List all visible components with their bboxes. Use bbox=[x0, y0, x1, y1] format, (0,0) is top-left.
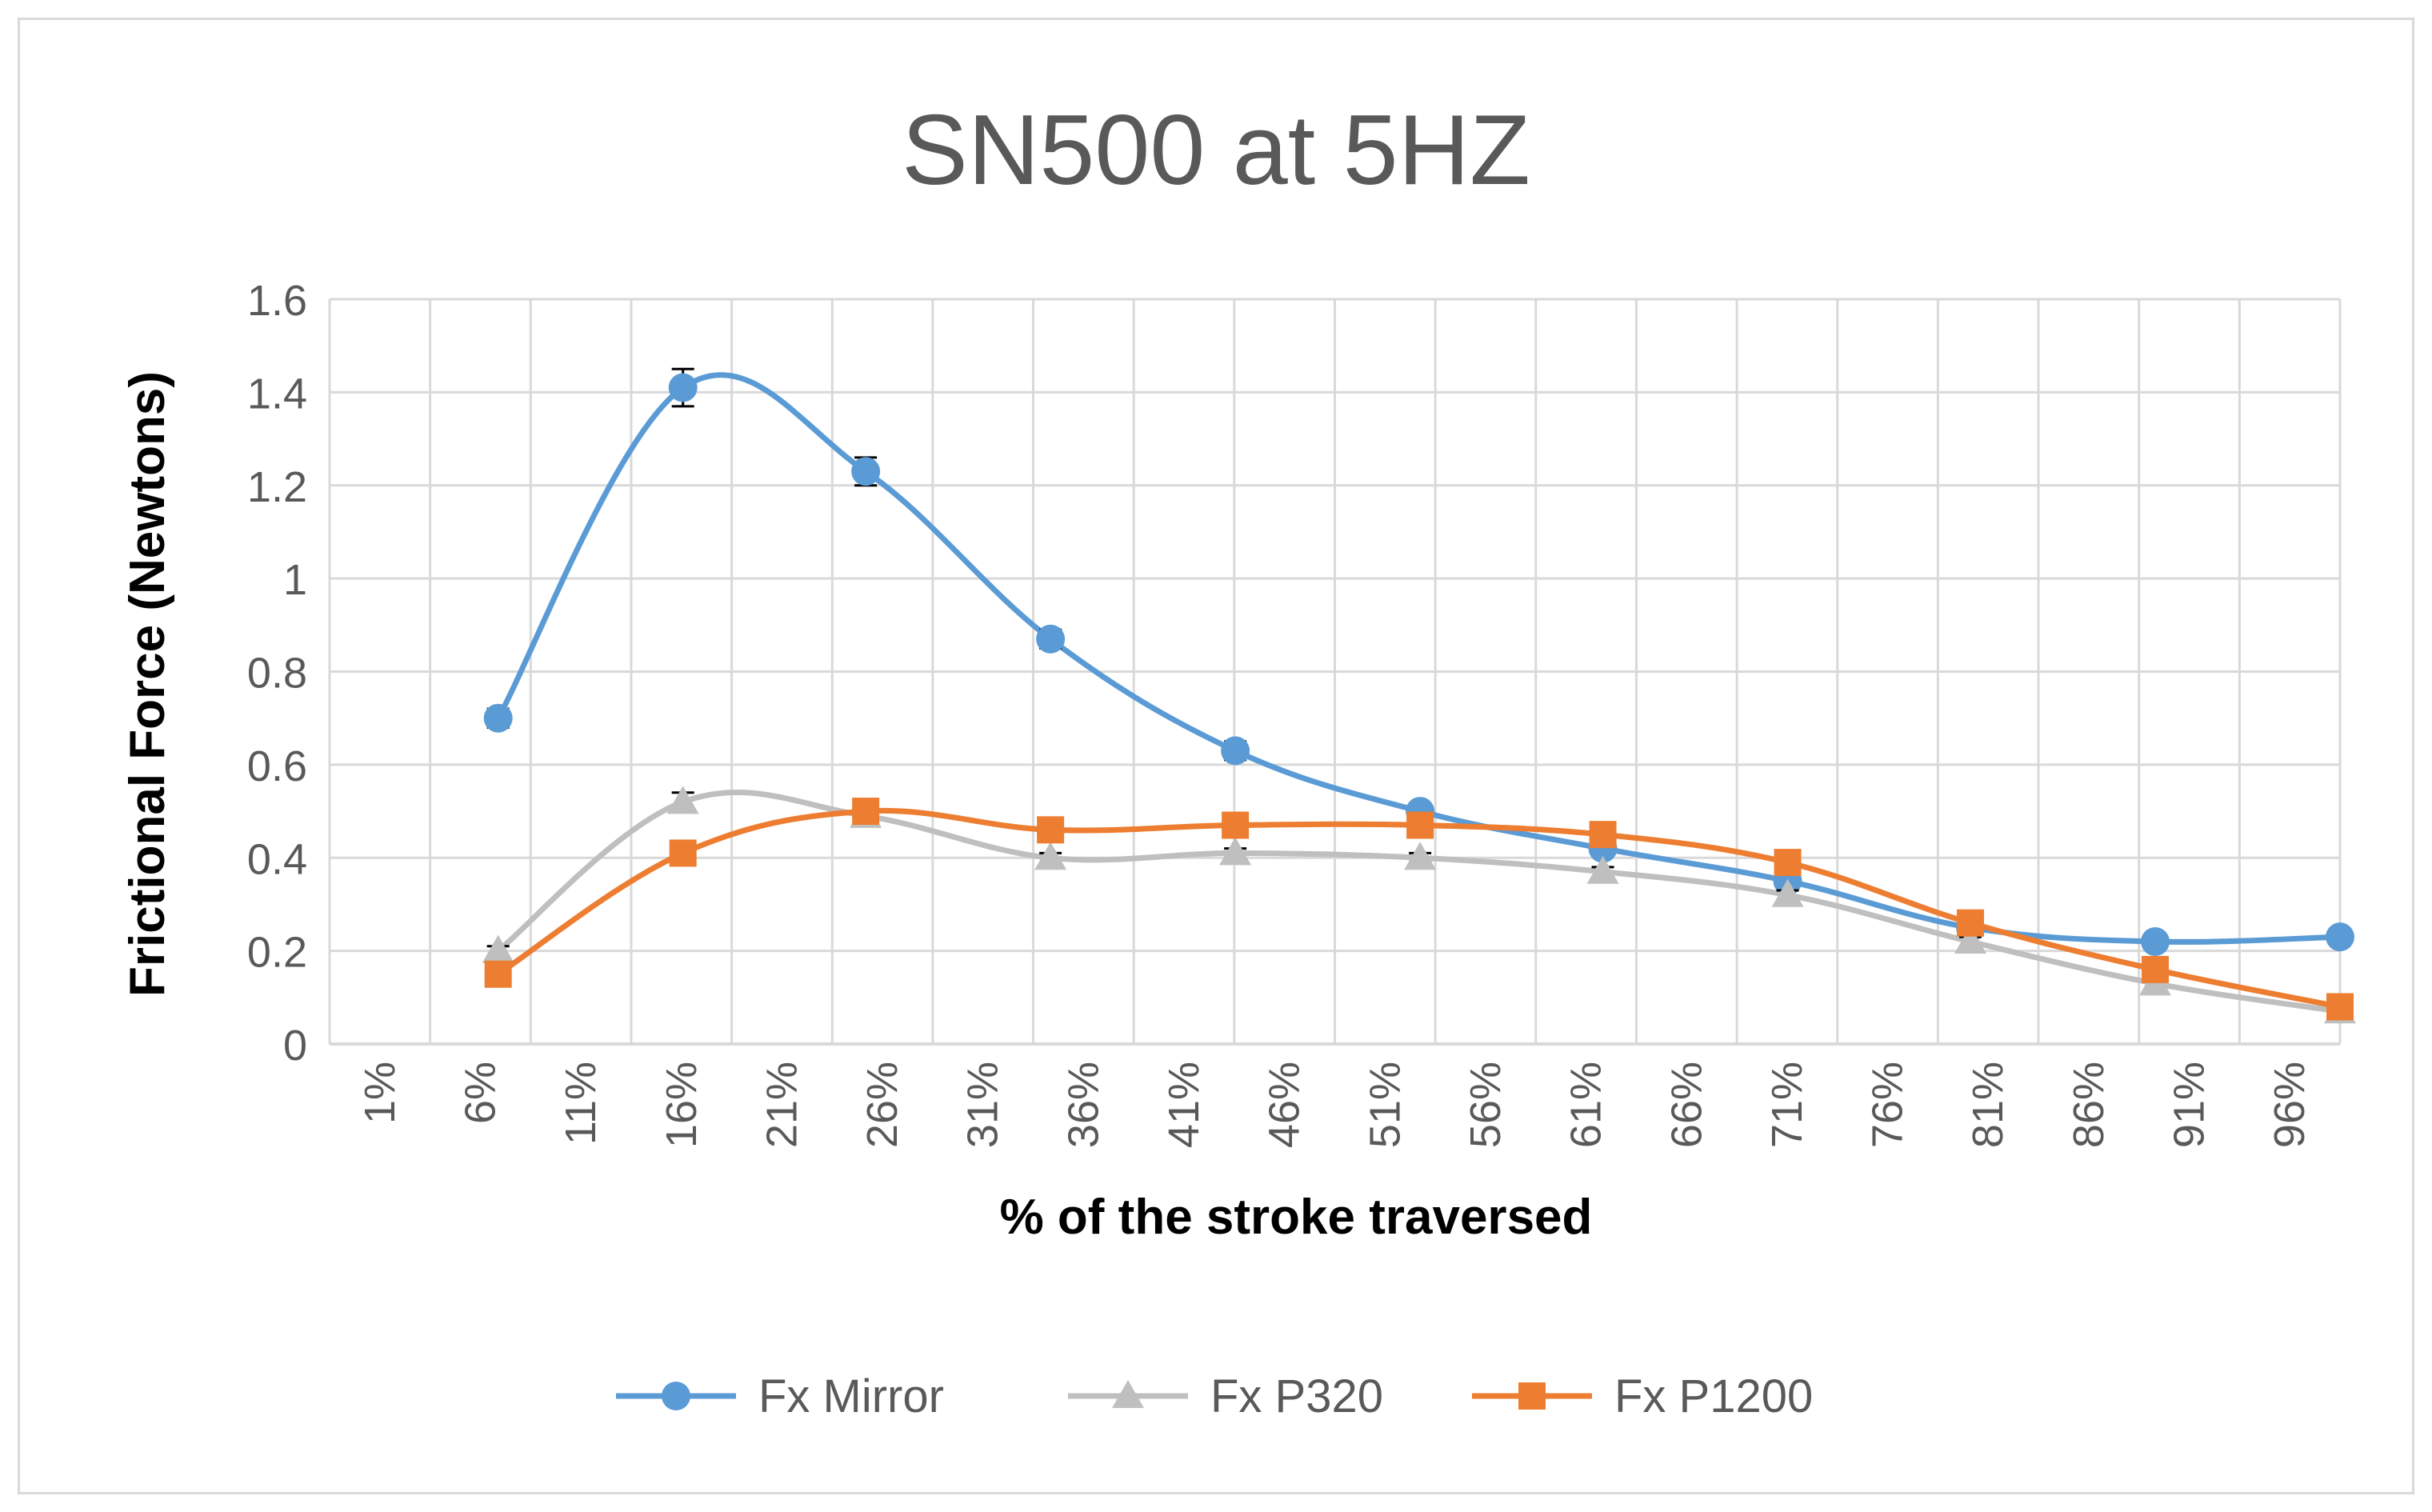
chart-frame bbox=[18, 18, 2414, 1494]
y-tick-label: 1.6 bbox=[247, 277, 307, 325]
data-point bbox=[1221, 736, 1250, 766]
data-point bbox=[1586, 855, 1619, 884]
gridlines bbox=[328, 298, 2342, 1046]
series-layer bbox=[482, 367, 2356, 1024]
legend: Fx Mirror Fx P320 Fx P1200 bbox=[616, 1370, 1813, 1422]
x-tick-label: 1% bbox=[356, 1062, 404, 1124]
data-point bbox=[1219, 837, 1252, 866]
x-tick-label: 11% bbox=[557, 1062, 605, 1145]
series-fx-p1200 bbox=[484, 798, 2354, 1021]
x-tick-label: 16% bbox=[658, 1062, 706, 1148]
y-tick-label: 0.2 bbox=[247, 929, 307, 977]
x-tick-label: 96% bbox=[2266, 1062, 2314, 1148]
data-point bbox=[1954, 925, 1987, 954]
data-point bbox=[1404, 842, 1437, 870]
y-tick-label: 0.6 bbox=[247, 742, 307, 790]
data-point bbox=[1036, 624, 1066, 654]
data-point bbox=[1406, 811, 1434, 839]
y-axis-title: Frictional Force (Newtons) bbox=[120, 371, 175, 997]
data-point bbox=[2326, 993, 2354, 1021]
legend-label: Fx P320 bbox=[1210, 1370, 1383, 1422]
y-tick-label: 0.4 bbox=[247, 835, 307, 883]
data-point bbox=[2142, 955, 2170, 983]
x-tick-label: 61% bbox=[1562, 1062, 1610, 1148]
y-tick-label: 1 bbox=[283, 556, 307, 604]
x-tick-label: 56% bbox=[1462, 1062, 1510, 1148]
x-tick-label: 76% bbox=[1864, 1062, 1912, 1148]
legend-item: Fx P320 bbox=[1068, 1370, 1383, 1422]
x-tick-label: 21% bbox=[758, 1062, 806, 1148]
data-point bbox=[1222, 811, 1250, 839]
legend-marker bbox=[662, 1382, 690, 1410]
legend-marker bbox=[1112, 1380, 1144, 1408]
legend-marker bbox=[1518, 1382, 1546, 1410]
x-tick-label: 36% bbox=[1059, 1062, 1107, 1148]
chart-title: SN500 at 5HZ bbox=[902, 95, 1530, 206]
x-tick-label: 41% bbox=[1160, 1062, 1208, 1148]
data-point bbox=[1037, 816, 1065, 844]
data-point bbox=[1034, 842, 1067, 870]
x-axis: 1% 6% 11% 16% 21% 26% 31% 36% 41% 46% 51% 56% 61% 66%… bbox=[330, 1042, 2340, 1148]
data-point bbox=[669, 839, 697, 867]
data-point bbox=[668, 373, 698, 402]
x-tick-label: 51% bbox=[1361, 1062, 1409, 1148]
data-point bbox=[1774, 849, 1802, 877]
data-point bbox=[1957, 909, 1985, 937]
y-axis: 0 0.2 0.4 0.6 0.8 1 1.2 1.4 1.6 bbox=[247, 277, 307, 1070]
y-tick-label: 1.2 bbox=[247, 463, 307, 511]
legend-label: Fx Mirror bbox=[758, 1370, 944, 1422]
x-tick-label: 71% bbox=[1763, 1062, 1811, 1148]
data-point bbox=[2326, 922, 2354, 952]
data-point bbox=[852, 798, 880, 826]
x-tick-label: 91% bbox=[2166, 1062, 2214, 1148]
data-point bbox=[851, 457, 881, 486]
x-axis-title: % of the stroke traversed bbox=[1000, 1190, 1593, 1245]
legend-label: Fx P1200 bbox=[1614, 1370, 1813, 1422]
data-point bbox=[483, 703, 513, 733]
series-line bbox=[495, 807, 2343, 1010]
x-tick-label: 81% bbox=[1964, 1062, 2012, 1148]
x-tick-label: 26% bbox=[858, 1062, 906, 1148]
data-point bbox=[666, 786, 699, 814]
data-point bbox=[482, 934, 514, 963]
x-tick-label: 66% bbox=[1662, 1062, 1710, 1148]
x-tick-label: 31% bbox=[959, 1062, 1007, 1148]
y-tick-label: 0 bbox=[283, 1022, 307, 1070]
legend-item: Fx P1200 bbox=[1472, 1370, 1813, 1422]
x-tick-label: 6% bbox=[456, 1062, 504, 1124]
data-point bbox=[2141, 926, 2170, 956]
x-tick-label: 46% bbox=[1261, 1062, 1309, 1148]
data-point bbox=[1589, 821, 1617, 849]
x-tick-label: 86% bbox=[2065, 1062, 2113, 1148]
data-point bbox=[1771, 878, 1804, 907]
y-tick-label: 0.8 bbox=[247, 650, 307, 698]
data-point bbox=[484, 960, 512, 988]
legend-item: Fx Mirror bbox=[616, 1370, 944, 1422]
y-tick-label: 1.4 bbox=[247, 370, 307, 418]
